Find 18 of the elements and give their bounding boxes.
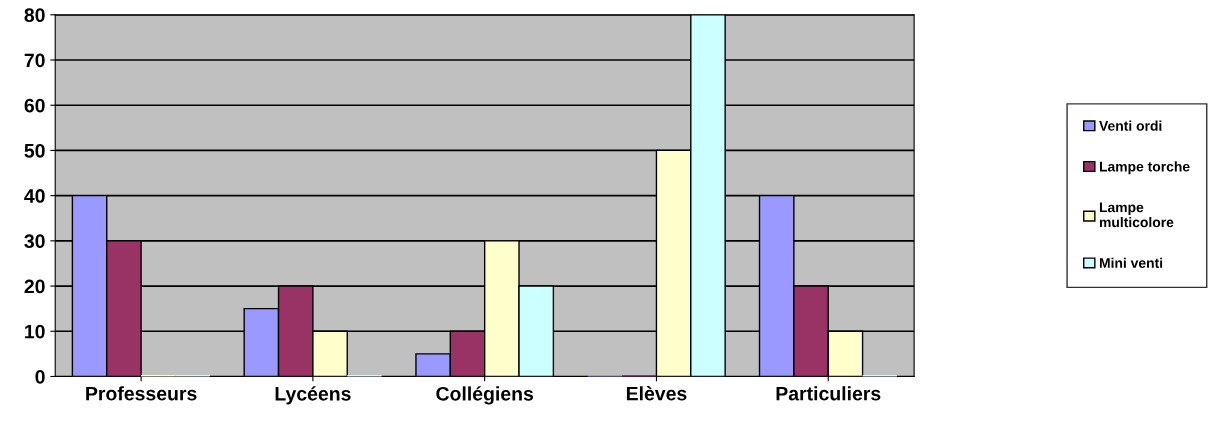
x-tick-label: Elèves <box>626 386 687 401</box>
y-tick-label: 0 <box>35 369 45 384</box>
y-tick-label: 20 <box>24 279 45 294</box>
legend-label: Lampe multicolore <box>1099 202 1174 228</box>
legend-label: Mini venti <box>1099 257 1163 268</box>
x-tick-label: Collégiens <box>436 386 534 405</box>
x-tick-label: Particuliers <box>776 386 881 401</box>
y-tick-label: 80 <box>24 8 45 23</box>
y-tick-label: 10 <box>25 324 45 339</box>
y-tick-label: 70 <box>24 53 45 68</box>
y-tick-label: 60 <box>24 98 45 113</box>
x-tick-label: Professeurs <box>86 386 197 401</box>
legend-label: Venti ordi <box>1099 120 1162 131</box>
legend-label: Lampe torche <box>1099 161 1190 175</box>
y-tick-label: 40 <box>24 189 45 203</box>
y-tick-label: 50 <box>24 143 45 158</box>
y-tick-label: 30 <box>24 234 45 249</box>
x-tick-label: Lycéens <box>275 386 351 405</box>
